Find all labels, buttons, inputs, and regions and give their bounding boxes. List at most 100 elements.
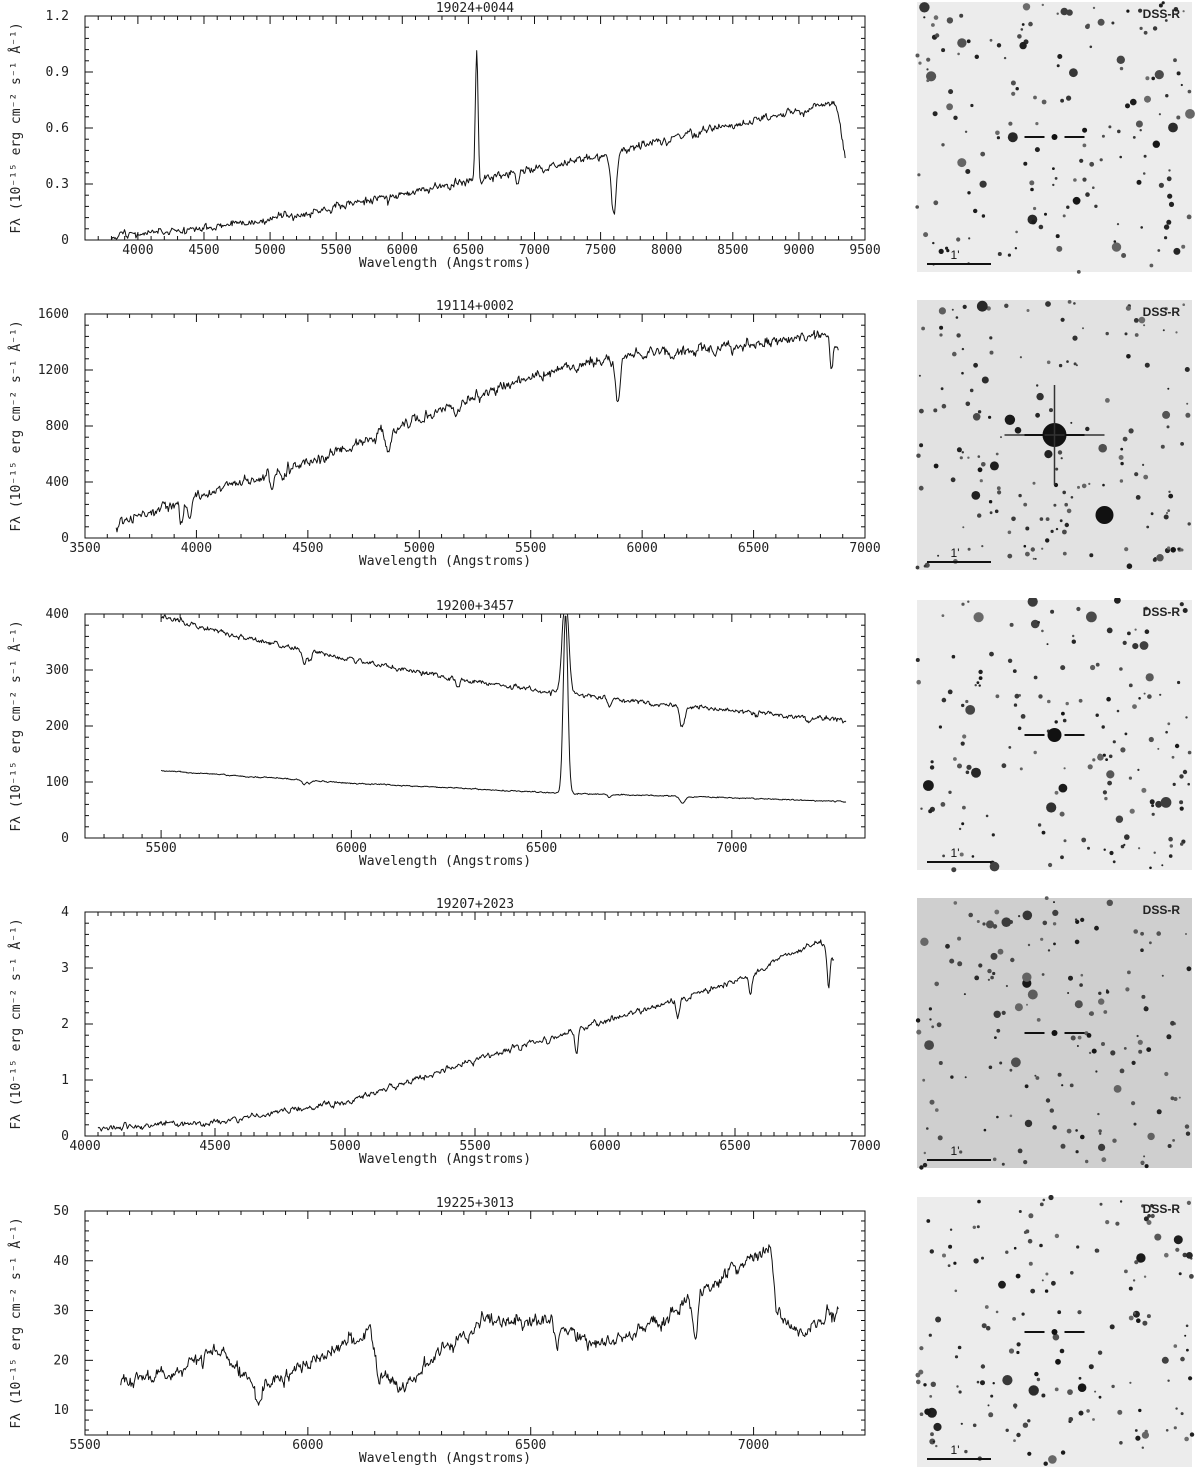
star xyxy=(1138,8,1143,13)
star xyxy=(923,564,927,568)
spectrum-title: 19024+0044 xyxy=(436,1,514,16)
y-tick-label: 40 xyxy=(53,1254,69,1269)
star xyxy=(1182,608,1188,613)
star xyxy=(1075,1129,1078,1132)
star xyxy=(1184,1124,1190,1129)
x-tick-label: 6500 xyxy=(719,1139,750,1154)
star xyxy=(1032,481,1036,485)
star xyxy=(1039,517,1044,521)
star xyxy=(1027,989,1038,1000)
finding-chart: DSS-R 1' xyxy=(915,1195,1195,1467)
star xyxy=(984,1305,989,1309)
star xyxy=(946,249,950,253)
star xyxy=(1060,1143,1066,1149)
star xyxy=(1133,1311,1136,1315)
star xyxy=(1172,782,1176,786)
star xyxy=(1186,1348,1189,1352)
star xyxy=(1120,844,1125,849)
star xyxy=(941,48,946,53)
star xyxy=(962,526,965,529)
star xyxy=(1066,95,1072,101)
star xyxy=(1148,736,1154,743)
star xyxy=(1187,89,1192,94)
star xyxy=(1147,1214,1151,1218)
star xyxy=(1105,331,1109,336)
star xyxy=(1150,1204,1154,1208)
star xyxy=(1149,866,1152,870)
star xyxy=(978,669,983,675)
star xyxy=(1164,236,1168,240)
star xyxy=(1170,1096,1175,1101)
star xyxy=(1012,1317,1016,1321)
star xyxy=(958,827,962,831)
star xyxy=(1011,91,1016,96)
star xyxy=(932,241,935,245)
star xyxy=(1022,1422,1029,1428)
star xyxy=(1060,98,1064,103)
star xyxy=(1188,1376,1193,1381)
star xyxy=(1045,517,1050,521)
star xyxy=(1098,1143,1106,1151)
star xyxy=(1139,641,1149,650)
star xyxy=(1161,864,1164,867)
star xyxy=(973,612,984,623)
star xyxy=(957,158,967,168)
star xyxy=(1146,525,1150,529)
x-tick-label: 7000 xyxy=(519,243,550,258)
x-tick-label: 4500 xyxy=(292,541,323,556)
star xyxy=(1168,836,1173,842)
star xyxy=(1147,694,1152,699)
star xyxy=(1062,490,1066,495)
star xyxy=(956,333,961,338)
star xyxy=(1102,790,1107,795)
star xyxy=(1008,1348,1015,1354)
star xyxy=(1184,367,1190,372)
star xyxy=(1013,1439,1016,1442)
star xyxy=(915,53,920,58)
star xyxy=(1098,991,1102,995)
star xyxy=(980,1380,985,1386)
star xyxy=(1045,1098,1051,1103)
star xyxy=(1136,1253,1146,1263)
star xyxy=(1138,316,1146,324)
star xyxy=(1009,1068,1013,1072)
x-tick-label: 6000 xyxy=(387,243,418,258)
star xyxy=(1186,214,1192,220)
star xyxy=(1078,698,1083,703)
star xyxy=(1116,709,1120,713)
star xyxy=(926,79,930,83)
star xyxy=(1075,364,1078,367)
star xyxy=(992,971,996,976)
star xyxy=(999,1061,1003,1065)
star xyxy=(988,1412,994,1418)
star xyxy=(1077,485,1080,489)
star xyxy=(1164,1071,1169,1077)
star xyxy=(1061,1084,1064,1087)
star xyxy=(1062,529,1067,535)
star xyxy=(963,993,966,996)
star xyxy=(970,103,974,108)
star xyxy=(990,1394,994,1398)
star xyxy=(1144,362,1150,368)
star xyxy=(1173,1426,1177,1430)
x-tick-label: 4500 xyxy=(199,1139,230,1154)
star xyxy=(995,452,999,456)
star xyxy=(940,802,946,807)
star xyxy=(1165,730,1168,734)
star xyxy=(1174,743,1180,749)
star xyxy=(1061,711,1065,716)
star xyxy=(972,1225,976,1229)
spectrum-line xyxy=(161,613,847,728)
star xyxy=(1007,253,1011,257)
star xyxy=(1109,850,1114,856)
star xyxy=(1043,1461,1048,1466)
star xyxy=(1132,136,1136,139)
star xyxy=(919,408,924,414)
star xyxy=(1171,755,1175,759)
star xyxy=(933,1422,942,1432)
star xyxy=(951,867,957,873)
bright-star xyxy=(1095,506,1114,524)
star xyxy=(1058,783,1068,793)
star xyxy=(1007,553,1013,559)
